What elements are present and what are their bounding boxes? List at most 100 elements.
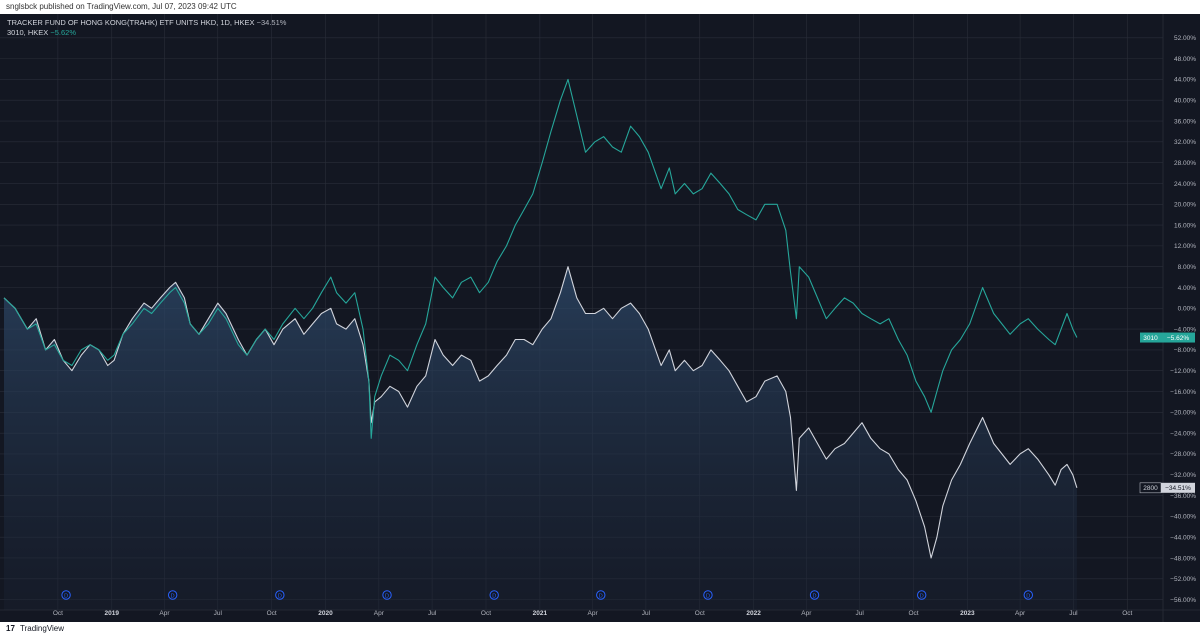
y-tick-label: −36.00%	[1170, 493, 1196, 500]
y-tick-label: 8.00%	[1178, 264, 1197, 271]
x-tick-label: Oct	[53, 610, 63, 617]
y-tick-label: 4.00%	[1178, 285, 1197, 292]
x-tick-label: 2022	[746, 610, 761, 617]
publish-bar: snglsbck published on TradingView.com, J…	[0, 0, 1200, 14]
x-tick-label: 2019	[105, 610, 120, 617]
y-tick-label: −44.00%	[1170, 534, 1196, 541]
y-tick-label: 32.00%	[1174, 139, 1196, 146]
legend-title-3010: 3010, HKEX	[7, 28, 49, 37]
legend-row-3010[interactable]: 3010, HKEX −5.62%	[7, 28, 286, 38]
y-tick-label: −56.00%	[1170, 597, 1196, 604]
dividend-marker-icon	[1023, 590, 1034, 600]
dividend-marker-label: D	[599, 593, 603, 599]
y-axis[interactable]: 52.00% 48.00% 44.00% 40.00% 36.00% 32.00% 28.0…	[1162, 14, 1197, 622]
price-tag-value: −5.62%	[1167, 335, 1189, 342]
y-tick-label: 40.00%	[1174, 98, 1196, 105]
x-tick-label: Jul	[428, 610, 437, 617]
y-tick-label: −24.00%	[1170, 430, 1196, 437]
x-tick-label: Oct	[695, 610, 705, 617]
x-tick-label: Oct	[267, 610, 277, 617]
dividend-marker-icon	[917, 590, 927, 600]
dividend-marker-label: D	[813, 593, 817, 599]
x-tick-label: Jul	[642, 610, 651, 617]
y-tick-label: 52.00%	[1174, 35, 1196, 42]
x-tick-label: 2023	[960, 610, 975, 617]
price-tag-symbol: 3010	[1143, 335, 1158, 342]
chart-svg[interactable]: D D D D D D D D D D 52.00% 48.00% 44.00% 40.00% 36.00…	[0, 14, 1200, 622]
x-tick-label: 2021	[533, 610, 548, 617]
legend: TRACKER FUND OF HONG KONG(TRAHK) ETF UNI…	[7, 18, 286, 38]
y-tick-label: −40.00%	[1170, 514, 1196, 521]
y-tick-label: 24.00%	[1174, 181, 1196, 188]
brand-name: TradingView	[19, 624, 65, 633]
dividend-marker-label: D	[1026, 593, 1030, 599]
y-tick-label: −16.00%	[1170, 389, 1196, 396]
x-tick-label: Apr	[159, 610, 170, 617]
dividend-marker-icon	[382, 590, 392, 600]
series-2800-area	[4, 266, 1077, 610]
footer-bar: 17 TradingView	[0, 622, 1200, 636]
dividend-marker-label: D	[64, 593, 68, 599]
dividend-marker-icon	[167, 590, 178, 600]
y-tick-label: −48.00%	[1170, 555, 1196, 562]
x-tick-label: Apr	[801, 610, 812, 617]
series-2800-fill	[4, 266, 1077, 610]
x-tick-label: Oct	[481, 610, 491, 617]
dividend-marker-icon	[489, 590, 499, 600]
x-tick-label: Jul	[214, 610, 223, 617]
price-tag-value: −34.51%	[1165, 485, 1191, 492]
y-tick-label: −12.00%	[1170, 368, 1196, 375]
x-tick-label: Apr	[1015, 610, 1026, 617]
y-tick-label: 0.00%	[1178, 306, 1197, 313]
chart-panel[interactable]: D D D D D D D D D D 52.00% 48.00% 44.00% 40.00% 36.00…	[0, 14, 1200, 622]
y-tick-label: −8.00%	[1174, 347, 1196, 354]
tradingview-brand[interactable]: 17 TradingView	[6, 624, 64, 633]
dividend-marker-label: D	[920, 593, 924, 599]
legend-title-2800: TRACKER FUND OF HONG KONG(TRAHK) ETF UNI…	[7, 18, 255, 27]
dividend-marker-label: D	[385, 593, 389, 599]
y-tick-label: 28.00%	[1174, 160, 1196, 167]
price-tag-value-box	[1161, 332, 1195, 343]
series-3010-line	[3, 78, 1078, 439]
dividend-marker-icon	[596, 590, 606, 600]
dividend-marker-label: D	[492, 593, 496, 599]
y-tick-label: 12.00%	[1174, 243, 1196, 250]
y-tick-label: −20.00%	[1170, 410, 1196, 417]
x-tick-label: Jul	[855, 610, 864, 617]
y-tick-label: 36.00%	[1174, 118, 1196, 125]
x-tick-label: Apr	[588, 610, 599, 617]
y-tick-label: 48.00%	[1174, 56, 1196, 63]
dividend-marker-label: D	[706, 593, 710, 599]
price-tag-3010: 3010 −5.62%	[1140, 332, 1195, 343]
price-tags: 2800 −34.51% 3010 −5.62%	[1139, 332, 1195, 494]
legend-pct-2800: −34.51%	[256, 18, 287, 27]
dividend-marker-icon	[809, 590, 820, 600]
y-tick-label: 44.00%	[1174, 77, 1196, 84]
legend-pct-3010: −5.62%	[50, 28, 77, 37]
y-tick-label: −4.00%	[1174, 326, 1196, 333]
y-tick-label: −52.00%	[1170, 576, 1196, 583]
y-tick-label: 20.00%	[1174, 202, 1196, 209]
dividend-marker-icon	[703, 590, 713, 600]
x-tick-label: Apr	[374, 610, 385, 617]
dividend-marker-icon	[61, 590, 71, 600]
dividend-marker-icon	[275, 590, 285, 600]
dividend-marker-label: D	[278, 593, 282, 599]
price-tag-symbol: 2800	[1143, 485, 1158, 492]
publish-note: snglsbck published on TradingView.com, J…	[6, 2, 237, 11]
series-lines	[3, 78, 1078, 559]
y-tick-label: 16.00%	[1174, 222, 1196, 229]
price-tag-value-box	[1161, 482, 1195, 493]
x-tick-label: 2020	[318, 610, 333, 617]
tradingview-logo-icon: 17	[6, 624, 15, 633]
price-tag-symbol-box	[1140, 332, 1161, 343]
x-tick-label: Oct	[1122, 610, 1132, 617]
y-tick-label: −32.00%	[1170, 472, 1196, 479]
y-tick-label: −28.00%	[1170, 451, 1196, 458]
legend-row-2800[interactable]: TRACKER FUND OF HONG KONG(TRAHK) ETF UNI…	[7, 18, 286, 28]
x-tick-label: Oct	[908, 610, 918, 617]
x-tick-label: Jul	[1069, 610, 1078, 617]
x-axis[interactable]: Oct 2019 Apr Jul Oct 2020 Apr Jul Oct 2021 Apr Jul O…	[0, 609, 1200, 617]
dividend-marker-label: D	[171, 593, 175, 599]
